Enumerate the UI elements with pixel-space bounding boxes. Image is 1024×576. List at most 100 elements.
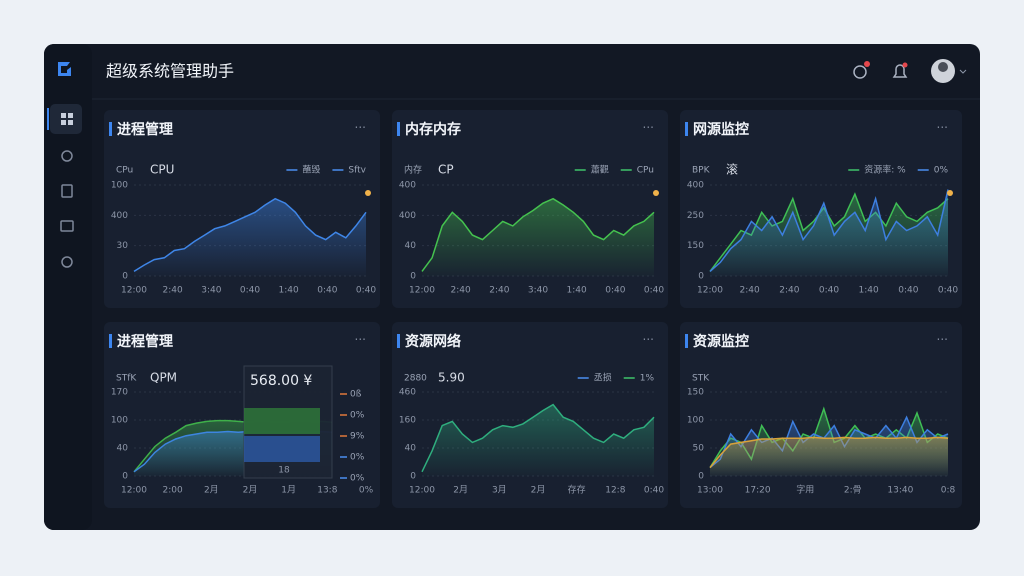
status-dot: [947, 190, 953, 196]
legend-label: Sftv: [348, 166, 366, 176]
tooltip-value: 568.00 ¥: [250, 373, 312, 389]
chart-label: 5.90: [438, 371, 465, 385]
y-tick-label: 40: [117, 444, 129, 454]
notification-button[interactable]: [892, 64, 908, 78]
chart-label: QPM: [150, 371, 177, 385]
legend-label: 丞损: [594, 372, 612, 384]
x-tick-label: 1:40: [279, 286, 299, 296]
x-tick-label: 3月: [492, 485, 507, 496]
axis-unit: 内存: [404, 164, 422, 176]
x-tick-label: 2月: [453, 485, 468, 496]
panel-title: 进程管理: [117, 333, 173, 350]
chart-label: 滚: [726, 162, 738, 177]
x-tick-label: 3:40: [201, 286, 221, 296]
x-tick-label: 12:8: [605, 486, 625, 496]
tooltip-x: 18: [278, 466, 290, 476]
x-tick-label: 2:00: [163, 486, 183, 496]
y-tick-label: 0: [122, 472, 128, 482]
nav-config[interactable]: [61, 256, 73, 268]
panel-title-bar: [109, 334, 112, 348]
x-tick-label: 13:40: [887, 486, 913, 496]
x-tick-label: 0:40: [898, 286, 918, 296]
x-tick-label: 2:40: [779, 286, 799, 296]
line: [421, 197, 655, 272]
x-tick-label: 1:40: [567, 286, 587, 296]
x-tick-label: 0:40: [938, 286, 958, 296]
logo: [58, 62, 71, 76]
sidebar: [44, 44, 92, 530]
area: [422, 404, 654, 476]
legend-label: 0ß: [350, 390, 362, 400]
x-tick-label: 13:00: [697, 486, 723, 496]
panel-title-bar: [685, 122, 688, 136]
status-dot: [365, 190, 371, 196]
legend-label: 0%: [350, 411, 365, 421]
panel-title: 资源监控: [693, 333, 749, 350]
x-tick-label: 0:8: [941, 486, 956, 496]
area: [710, 437, 948, 476]
y-tick-label: 400: [111, 211, 128, 221]
x-tick-label: 12:00: [697, 286, 723, 296]
x-tick-label: 12:00: [121, 286, 147, 296]
y-tick-label: 0: [698, 272, 704, 282]
y-tick-label: 400: [399, 211, 416, 221]
panel-menu[interactable]: ···: [643, 333, 654, 347]
y-tick-label: 0: [410, 472, 416, 482]
badge: [864, 61, 870, 67]
axis-unit: BPK: [692, 166, 711, 176]
y-tick-label: 160: [399, 416, 416, 426]
x-tick-label: 字用: [796, 484, 814, 496]
y-tick-label: 40: [405, 444, 417, 454]
legend-label: 蕭觀: [591, 164, 609, 176]
panel-menu[interactable]: ···: [937, 333, 948, 347]
nav-folder[interactable]: [60, 220, 74, 232]
line: [709, 189, 949, 272]
x-tick-label: 0:40: [240, 286, 260, 296]
panel-title: 网源监控: [693, 121, 749, 138]
status-dot: [653, 190, 659, 196]
settings-button[interactable]: [853, 65, 867, 79]
x-tick-label: 0:40: [356, 286, 376, 296]
legend-label: 1%: [640, 374, 655, 384]
x-tick-label: 0%: [359, 486, 374, 496]
avatar-caret: [959, 69, 967, 74]
x-tick-label: 1:40: [859, 286, 879, 296]
line: [709, 436, 949, 469]
panel-title: 资源网络: [405, 333, 461, 350]
tooltip-bar: [244, 436, 320, 462]
x-tick-label: 12:00: [409, 486, 435, 496]
panel-menu[interactable]: ···: [643, 121, 654, 135]
chart-label: CPU: [150, 163, 174, 177]
y-tick-label: 40: [405, 241, 417, 251]
y-tick-label: 250: [687, 211, 704, 221]
x-tick-label: 2:40: [740, 286, 760, 296]
x-tick-label: 2:40: [451, 286, 471, 296]
axis-unit: STK: [692, 374, 710, 384]
panel-menu[interactable]: ···: [937, 121, 948, 135]
panel-menu[interactable]: ···: [355, 333, 366, 347]
x-tick-label: 2:40: [489, 286, 509, 296]
avatar-head: [938, 62, 948, 72]
x-tick-label: 12:00: [121, 486, 147, 496]
panel-title: 内存内存: [405, 121, 461, 138]
legend-label: 0%: [350, 453, 365, 463]
nav-dashboard[interactable]: [50, 104, 82, 134]
panel-title: 进程管理: [117, 121, 173, 138]
nav-docs[interactable]: [61, 184, 73, 198]
area: [134, 198, 366, 276]
nav-settings[interactable]: [61, 150, 73, 162]
y-tick-label: 0: [410, 272, 416, 282]
legend-label: 0%: [350, 474, 365, 484]
x-tick-label: 0:40: [644, 286, 664, 296]
legend-label: CPu: [637, 166, 654, 176]
panel-menu[interactable]: ···: [355, 121, 366, 135]
y-tick-label: 0: [122, 272, 128, 282]
y-tick-label: 50: [693, 444, 705, 454]
dashboard-icon: [61, 113, 73, 125]
panel: [104, 110, 380, 308]
legend-label: 资源率: %: [864, 164, 906, 176]
x-tick-label: 13:8: [317, 486, 337, 496]
tooltip-bar: [244, 408, 320, 434]
axis-unit: CPu: [116, 166, 133, 176]
